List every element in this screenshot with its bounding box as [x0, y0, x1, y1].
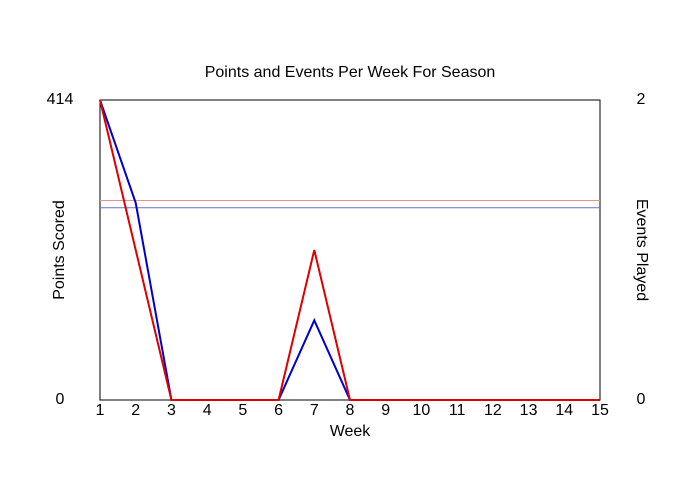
x-axis-label: Week — [330, 423, 372, 440]
y-axis-label: Points Scored — [51, 200, 68, 300]
x-tick-label: 15 — [591, 402, 609, 419]
x-tick-label: 9 — [381, 402, 390, 419]
x-tick-label: 11 — [449, 402, 466, 419]
x-tick-label: 7 — [310, 402, 319, 419]
x-tick-label: 13 — [520, 402, 538, 419]
x-tick-label: 4 — [203, 402, 212, 419]
y2-tick-label: 2 — [637, 91, 646, 108]
x-tick-label: 1 — [96, 402, 105, 419]
x-tick-label: 14 — [555, 402, 573, 419]
x-tick-label: 2 — [131, 402, 140, 419]
series-line — [99, 99, 600, 401]
x-tick-label: 8 — [346, 402, 355, 419]
x-tick-label: 10 — [413, 402, 431, 419]
chart-title: Points and Events Per Week For Season — [205, 64, 496, 81]
y-tick-label: 0 — [56, 391, 65, 408]
x-tick-label: 5 — [238, 402, 247, 419]
x-tick-label: 12 — [484, 402, 502, 419]
y2-axis-label: Events Played — [633, 199, 650, 301]
y2-tick-label: 0 — [637, 391, 646, 408]
x-tick-label: 6 — [274, 402, 283, 419]
x-tick-label: 3 — [167, 402, 176, 419]
y-tick-label: 414 — [47, 91, 74, 108]
